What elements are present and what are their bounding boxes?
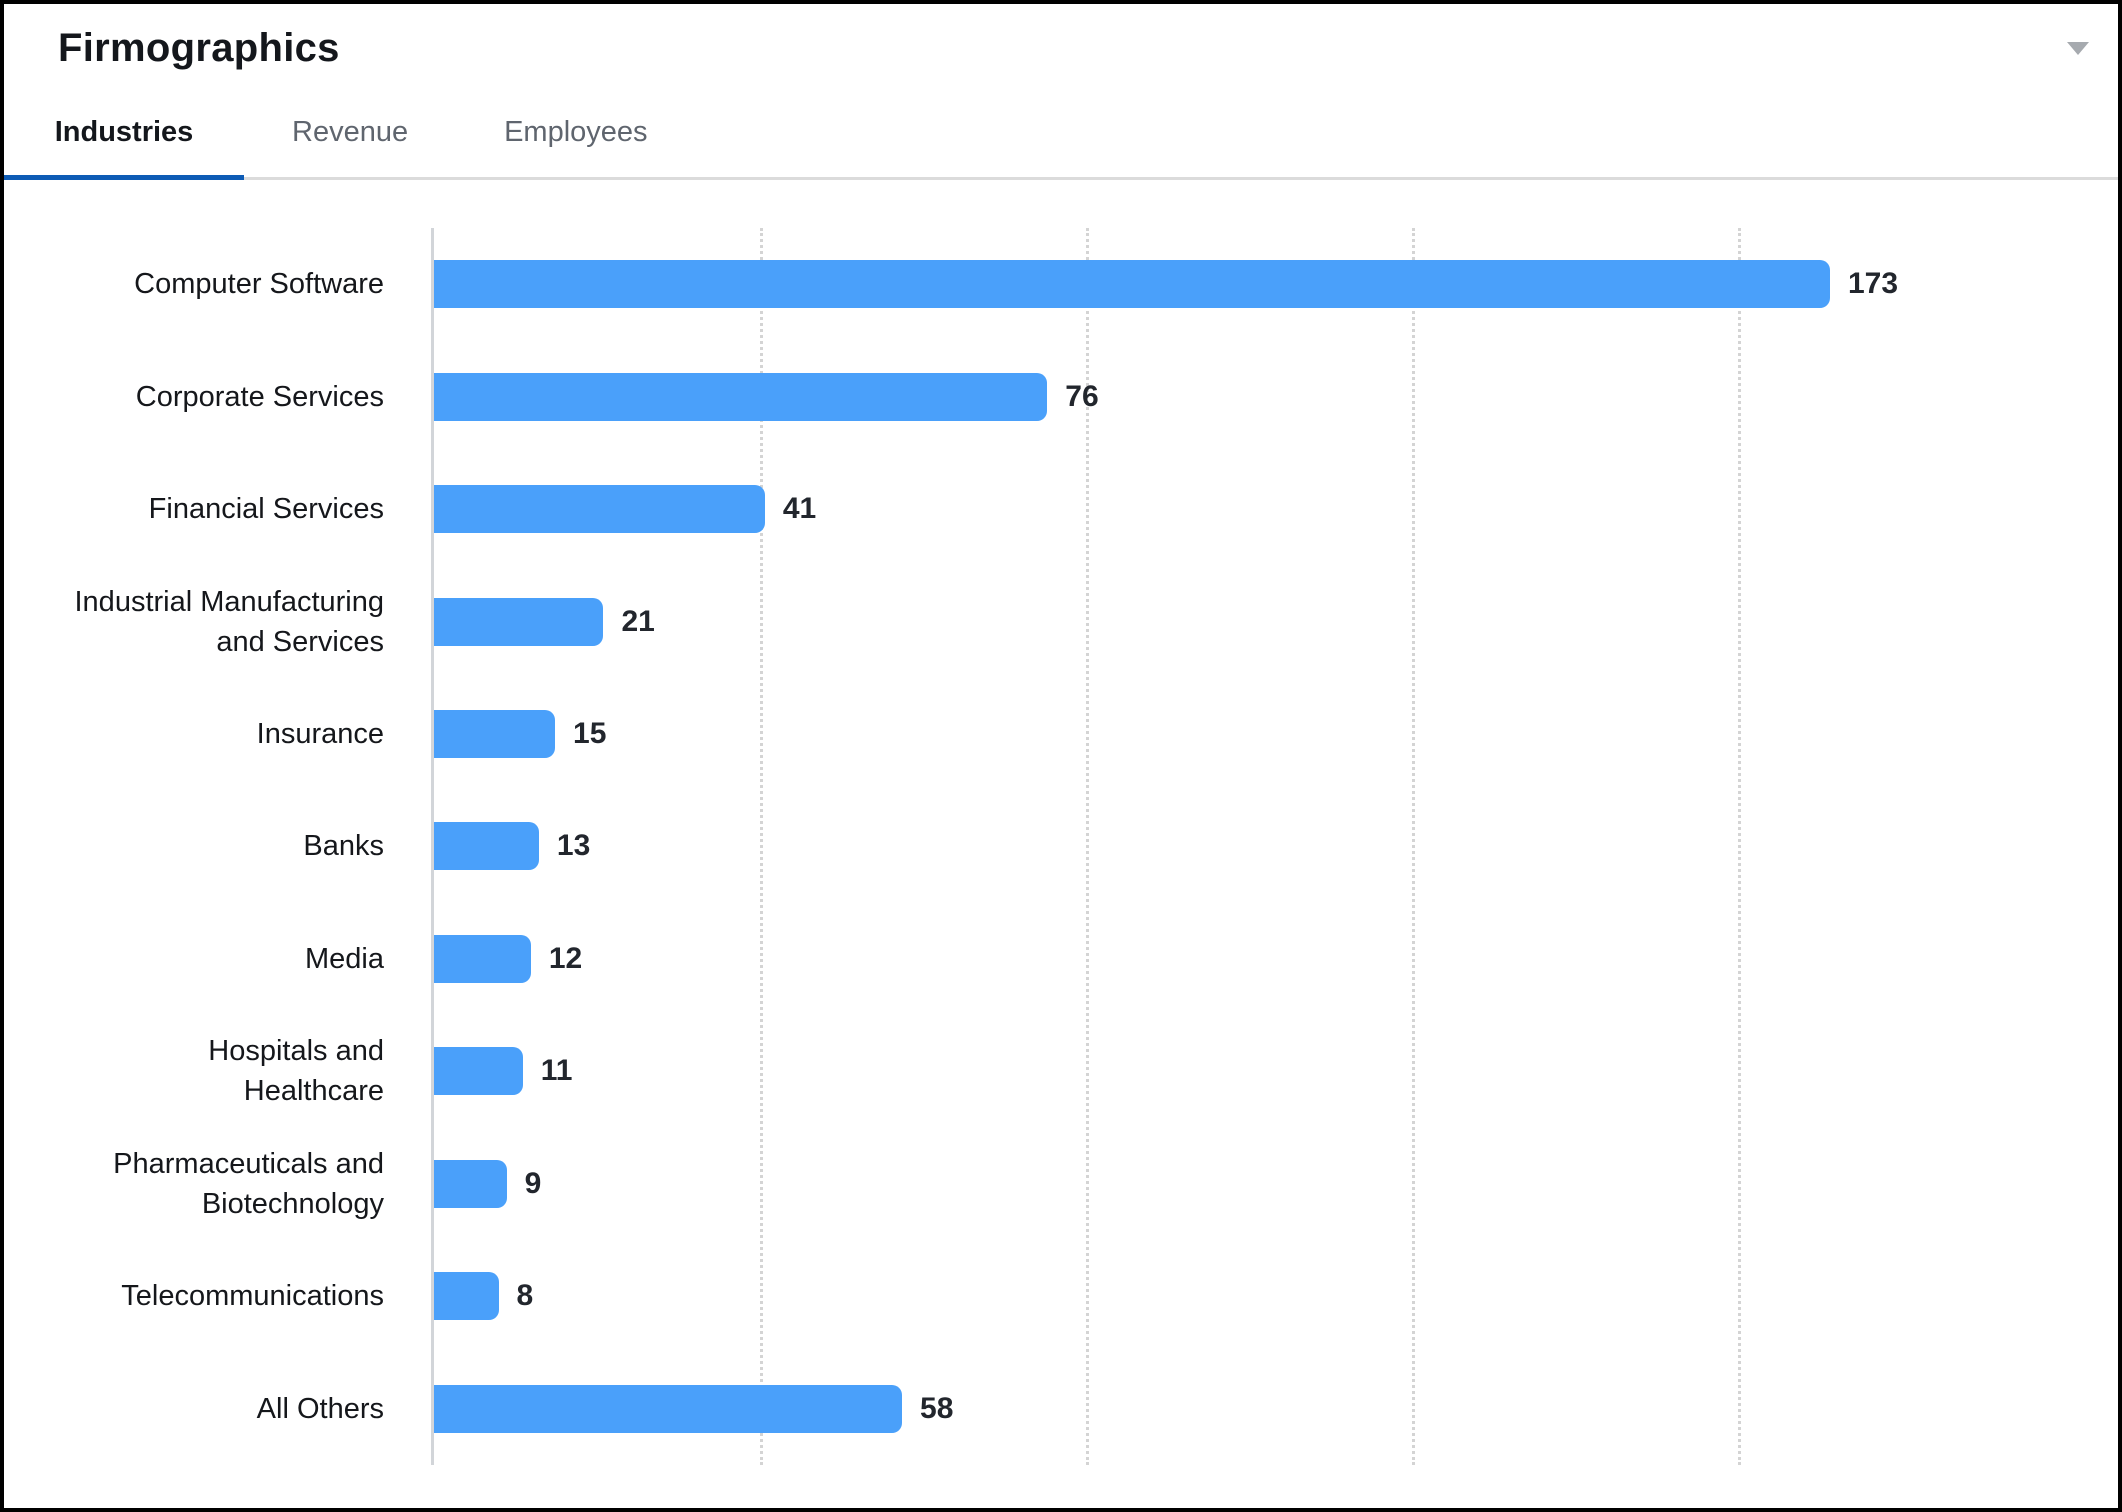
x-gridline [1086, 228, 1089, 1465]
chart-row: Corporate Services 76 [4, 340, 2118, 452]
chart-row: All Others 58 [4, 1353, 2118, 1465]
bar-value-label: 21 [621, 604, 655, 638]
page-title: Firmographics [58, 26, 340, 70]
category-label: Hospitals and Healthcare [208, 1035, 384, 1108]
chart-row: Media 12 [4, 903, 2118, 1015]
bar-corporate-services[interactable] [434, 372, 1048, 421]
bar-value-label: 76 [1065, 379, 1099, 413]
chevron-down-icon [2067, 41, 2089, 70]
bar-hospitals-and-healthcare[interactable] [434, 1047, 523, 1096]
bar-value-label: 173 [1847, 267, 1899, 301]
tab-employees[interactable]: Employees [504, 116, 648, 148]
chart-row: Computer Software 173 [4, 228, 2118, 340]
bar-value-label: 13 [556, 829, 591, 863]
chart-row: Banks 13 [4, 790, 2118, 902]
category-label: Pharmaceuticals and Biotechnology [113, 1147, 384, 1220]
category-label: Insurance [256, 718, 384, 751]
bar-value-label: 8 [516, 1279, 534, 1313]
category-label: Telecommunications [121, 1280, 384, 1313]
bar-banks[interactable] [434, 822, 539, 871]
bar-industrial-manufacturing-and-services[interactable] [434, 597, 604, 646]
bar-value-label: 58 [920, 1391, 954, 1425]
category-label: Computer Software [134, 268, 384, 301]
chart-row: Financial Services 41 [4, 453, 2118, 565]
chart-rows: Computer Software 173 Corporate Services 76… [4, 228, 2118, 1465]
category-label: Media [305, 942, 384, 975]
bar-computer-software[interactable] [434, 260, 1830, 309]
y-axis-line [431, 228, 434, 1465]
x-gridline [1412, 228, 1415, 1465]
chart-row: Insurance 15 [4, 678, 2118, 790]
bar-value-label: 12 [548, 941, 583, 975]
plot-area [431, 228, 2064, 1465]
chart-row: Hospitals and Healthcare 11 [4, 1015, 2118, 1127]
x-gridline [760, 228, 763, 1465]
bar-pharmaceuticals-and-biotechnology[interactable] [434, 1159, 507, 1208]
bar-financial-services[interactable] [434, 485, 765, 534]
x-gridline [1738, 228, 1741, 1465]
bar-value-label: 41 [782, 492, 817, 526]
chart-row: Industrial Manufacturing and Services 21 [4, 565, 2118, 677]
category-label: Corporate Services [135, 380, 384, 413]
tab-revenue[interactable]: Revenue [292, 116, 409, 148]
bar-value-label: 11 [540, 1054, 573, 1088]
collapse-panel-button[interactable] [2054, 41, 2102, 82]
bar-insurance[interactable] [434, 710, 556, 759]
bar-all-others[interactable] [434, 1384, 903, 1433]
category-label: All Others [256, 1392, 384, 1425]
bar-value-label: 15 [573, 717, 607, 751]
chart-row: Telecommunications 8 [4, 1240, 2118, 1352]
tab-bar: Industries Revenue Employees [4, 92, 2118, 180]
chart-row: Pharmaceuticals and Biotechnology 9 [4, 1128, 2118, 1240]
bar-value-label: 9 [524, 1166, 542, 1200]
category-label: Banks [303, 830, 384, 863]
category-label: Financial Services [148, 493, 384, 526]
industries-bar-chart: Computer Software 173 Corporate Services 76… [4, 228, 2118, 1465]
tab-industries[interactable]: Industries [4, 92, 244, 180]
bar-telecommunications[interactable] [434, 1272, 499, 1321]
bar-media[interactable] [434, 934, 531, 983]
category-label: Industrial Manufacturing and Services [74, 585, 385, 658]
